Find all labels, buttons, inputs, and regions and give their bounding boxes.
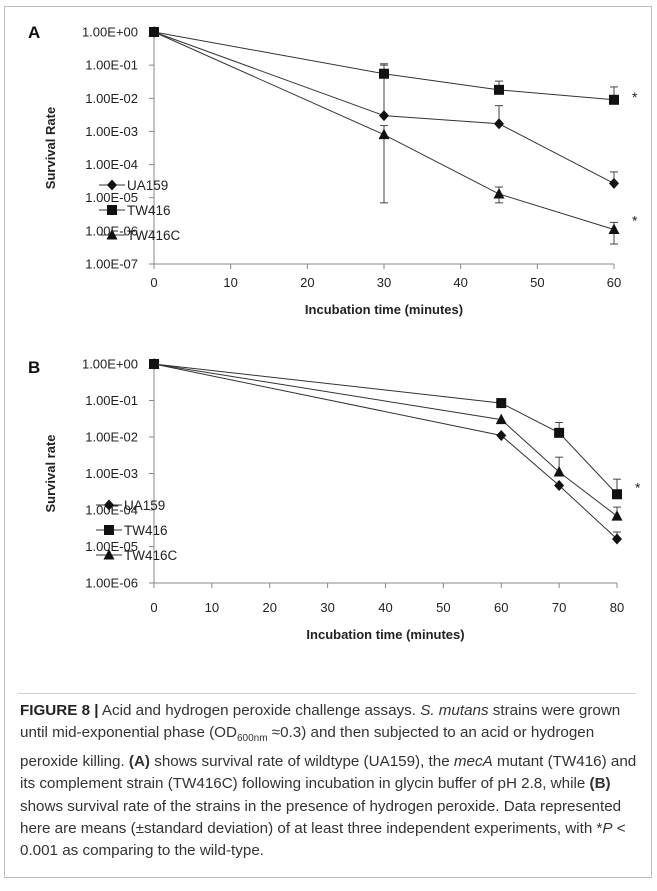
panel-label-A: A bbox=[28, 23, 40, 42]
y-tick-label: 1.00E-07 bbox=[85, 257, 138, 272]
marker-diamond-p0-s0-3 bbox=[609, 177, 619, 189]
x-tick-label: 30 bbox=[377, 275, 391, 290]
marker-diamond-p1-s0-3 bbox=[612, 533, 622, 545]
series-line-TW416C bbox=[153, 363, 618, 517]
legend-label-UA159: UA159 bbox=[127, 178, 168, 193]
y-tick-label: 1.00E-04 bbox=[85, 157, 138, 172]
legend-label-UA159: UA159 bbox=[124, 498, 165, 513]
x-tick-label: 10 bbox=[205, 600, 219, 615]
marker-square-p1-s1-1 bbox=[496, 398, 507, 409]
x-tick-label: 70 bbox=[552, 600, 566, 615]
marker-triangle-p1-s2-3 bbox=[611, 510, 623, 521]
marker-diamond-p0-slegend-0 bbox=[107, 179, 117, 191]
x-tick-label: 50 bbox=[436, 600, 450, 615]
figure-frame bbox=[4, 6, 652, 878]
caption-text: shows survival rate of wildtype (UA159),… bbox=[150, 752, 454, 770]
x-tick-label: 30 bbox=[320, 600, 334, 615]
caption-text: Acid and hydrogen peroxide challenge ass… bbox=[98, 702, 421, 719]
x-tick-label: 60 bbox=[494, 600, 508, 615]
x-tick-label: 20 bbox=[300, 275, 314, 290]
marker-square-p0-s1-3 bbox=[609, 94, 619, 105]
y-tick-label: 1.00E-01 bbox=[85, 58, 138, 73]
y-tick-label: 1.00E-03 bbox=[85, 124, 138, 139]
y-axis-title: Survival Rate bbox=[43, 107, 58, 189]
y-tick-label: 1.00E+00 bbox=[82, 357, 138, 372]
figure-label: FIGURE 8 | bbox=[20, 702, 99, 719]
marker-triangle-p0-s2-1 bbox=[378, 128, 390, 140]
marker-square-p0-slegend-1 bbox=[107, 205, 117, 215]
caption-species: S. mutans bbox=[420, 702, 489, 719]
caption-text: ≈0.3) and then subjected to an acid or h… bbox=[20, 724, 595, 770]
marker-square-p0-s1-1 bbox=[379, 68, 389, 79]
caption-gene: mecA bbox=[453, 752, 493, 770]
marker-triangle-p0-s2-2 bbox=[493, 187, 505, 199]
marker-diamond-p0-s0-2 bbox=[494, 118, 504, 130]
series-line-UA159 bbox=[153, 363, 618, 540]
series-line-TW416C bbox=[153, 31, 615, 230]
y-tick-label: 1.00E-05 bbox=[85, 190, 138, 205]
marker-diamond-p1-s0-2 bbox=[554, 479, 565, 491]
x-tick-label: 60 bbox=[607, 275, 621, 290]
marker-triangle-p0-slegend-2 bbox=[106, 229, 118, 240]
y-tick-label: 1.00E-06 bbox=[85, 576, 138, 591]
x-tick-label: 50 bbox=[530, 275, 544, 290]
significance-star: * bbox=[632, 212, 638, 228]
marker-square-p1-s1-2 bbox=[554, 427, 565, 438]
panel-label-B: B bbox=[28, 358, 40, 377]
series-line-UA159 bbox=[153, 31, 615, 184]
significance-star: * bbox=[635, 479, 641, 495]
y-tick-label: 1.00E-03 bbox=[85, 466, 138, 481]
y-tick-label: 1.00E-02 bbox=[85, 430, 138, 445]
marker-triangle-p1-s2-0 bbox=[148, 358, 160, 369]
legend-label-TW416: TW416 bbox=[127, 203, 171, 218]
marker-diamond-p1-s0-1 bbox=[496, 429, 507, 441]
caption-panel-a-ref: (A) bbox=[128, 752, 150, 770]
caption-panel-b-ref: (B) bbox=[589, 775, 611, 793]
figure-charts: A 1.00E+00 1.00E-01 1.00E-02 1.00E-03 1.00E-0… bbox=[28, 23, 641, 642]
x-tick-label: 40 bbox=[453, 275, 467, 290]
y-tick-label: 1.00E-04 bbox=[85, 503, 138, 518]
marker-diamond-p1-slegend-0 bbox=[104, 499, 114, 511]
marker-triangle-p1-s2-1 bbox=[495, 413, 507, 425]
series-line-TW416 bbox=[153, 363, 618, 495]
x-tick-label: 0 bbox=[150, 600, 157, 615]
marker-diamond-p0-s0-1 bbox=[379, 110, 389, 122]
figure-caption: FIGURE 8 | Acid and hydrogen peroxide ch… bbox=[20, 700, 642, 863]
caption-text: shows survival rate of the strains in th… bbox=[20, 797, 622, 838]
y-tick-label: 1.00E-02 bbox=[85, 91, 138, 106]
x-tick-label: 0 bbox=[150, 275, 157, 290]
caption-divider bbox=[18, 693, 636, 694]
marker-square-p1-s1-3 bbox=[612, 489, 622, 500]
marker-triangle-p1-slegend-2 bbox=[103, 549, 115, 560]
marker-square-p1-slegend-1 bbox=[104, 525, 114, 535]
marker-triangle-p0-s2-0 bbox=[148, 26, 160, 37]
y-tick-label: 1.00E+00 bbox=[82, 25, 138, 40]
y-tick-label: 1.00E-05 bbox=[85, 539, 138, 554]
y-tick-label: 1.00E-01 bbox=[85, 393, 138, 408]
x-tick-label: 40 bbox=[378, 600, 392, 615]
caption-p-symbol: P bbox=[602, 820, 613, 838]
caption-text: strains were grown until mid-exponential… bbox=[20, 702, 621, 742]
marker-triangle-p1-s2-2 bbox=[553, 465, 565, 477]
caption-text: mutant (TW416) and its complement strain… bbox=[20, 752, 637, 793]
caption-od-subscript: 600nm bbox=[236, 733, 268, 745]
x-axis-title: Incubation time (minutes) bbox=[305, 302, 463, 317]
x-axis-title: Incubation time (minutes) bbox=[306, 627, 464, 642]
legend-label-TW416C: TW416C bbox=[124, 548, 178, 563]
significance-star: * bbox=[632, 89, 638, 105]
caption-text: < 0.001 as comparing to the wild-type. bbox=[20, 820, 626, 860]
legend-label-TW416: TW416 bbox=[124, 523, 168, 538]
series-line-TW416 bbox=[153, 31, 615, 101]
x-tick-label: 80 bbox=[610, 600, 624, 615]
marker-triangle-p0-s2-3 bbox=[608, 223, 620, 234]
marker-square-p0-s1-2 bbox=[494, 84, 504, 95]
x-tick-label: 20 bbox=[263, 600, 277, 615]
x-tick-label: 10 bbox=[223, 275, 237, 290]
legend-label-TW416C: TW416C bbox=[127, 228, 181, 243]
y-axis-title: Survival rate bbox=[43, 434, 58, 512]
